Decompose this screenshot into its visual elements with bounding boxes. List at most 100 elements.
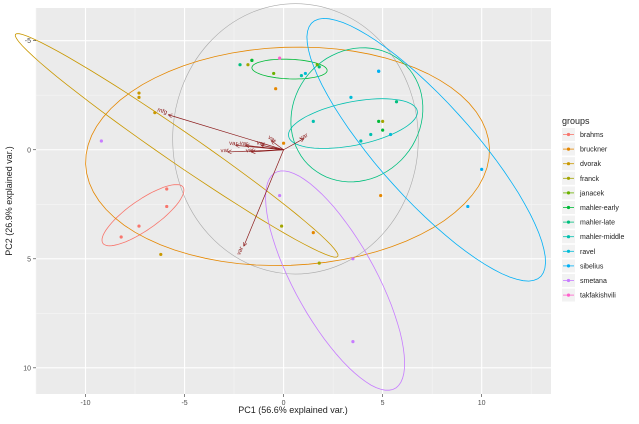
legend-key-point: [566, 249, 571, 253]
point-sibelius: [480, 167, 484, 171]
points-layer: [99, 56, 484, 344]
point-janacek: [272, 71, 276, 76]
point-mahler-middle: [359, 139, 363, 143]
point-dvorak: [153, 111, 157, 115]
loading-label: var: [256, 140, 265, 148]
loading-label: var: [220, 148, 229, 154]
loading-arrow: [252, 149, 284, 152]
legend-label-takfakishvili: takfakishvili: [580, 293, 616, 300]
point-sibelius: [377, 69, 381, 73]
legend-key-point: [566, 205, 571, 210]
point-bruckner: [281, 141, 286, 145]
x-tick-label: -5: [181, 400, 187, 407]
legend-key-point: [566, 176, 571, 180]
legend-key-point: [566, 132, 571, 137]
point-brahms: [119, 235, 123, 239]
point-bruckner: [274, 87, 278, 91]
point-franck: [381, 119, 385, 124]
point-mahler-late: [394, 100, 399, 104]
loading-arrow: [244, 149, 284, 246]
point-franck: [246, 63, 250, 67]
y-tick-label: 5: [27, 256, 31, 263]
point-mahler-middle: [311, 119, 315, 124]
loading-label: mfg: [156, 107, 167, 116]
point-ravel: [303, 71, 307, 76]
loading-label: var: [239, 141, 248, 148]
y-tick-label: 10: [23, 365, 31, 372]
point-dvorak: [137, 91, 141, 95]
legend-label-bruckner: bruckner: [580, 147, 608, 154]
loading-arrow: [283, 139, 304, 151]
ellipse-mahler-early: [251, 58, 328, 80]
point-smetana: [351, 340, 355, 344]
y-tick-label: -5: [25, 38, 31, 45]
ticks-layer: -10 -5 0 5 10 -5 0 5 10: [23, 38, 485, 407]
correlation-circle: [172, 3, 419, 275]
legend-label-mahler-early: mahler-early: [580, 205, 619, 212]
point-smetana: [278, 193, 282, 198]
legend-key-point: [566, 191, 571, 195]
legend-label-mahler-late: mahler-late: [580, 220, 615, 227]
legend-label-mahler-middle: mahler-middle: [580, 234, 624, 241]
ellipse-mahler-middle: [288, 98, 418, 149]
ellipse-bruckner: [85, 46, 490, 266]
legend-key-point: [566, 293, 571, 297]
point-mahler-middle: [299, 74, 304, 78]
point-janacek: [315, 63, 319, 67]
loading-arrow: [262, 145, 284, 151]
loading-label: var: [236, 246, 245, 256]
legend-label-sibelius: sibelius: [580, 263, 604, 270]
legend-key-point: [566, 278, 571, 283]
point-mahler-early: [377, 119, 381, 124]
grid-major: [36, 8, 551, 394]
point-dvorak: [159, 252, 163, 257]
loading-label: var: [299, 133, 309, 142]
loading-arrow: [272, 141, 284, 151]
point-brahms: [137, 224, 141, 228]
x-tick-label: 10: [478, 400, 486, 407]
point-ravel: [349, 95, 353, 100]
legend-label-franck: franck: [580, 176, 600, 183]
panel-background: [36, 8, 551, 394]
grid-minor: [35, 8, 551, 394]
legend-label-janacek: janacek: [579, 190, 605, 197]
point-mahler-early: [250, 58, 254, 62]
point-franck: [280, 224, 284, 228]
ellipse-mahler-late: [290, 47, 424, 183]
ellipse-dvorak: [14, 33, 339, 258]
point-bruckner: [311, 231, 315, 235]
legend-key-point: [566, 162, 571, 166]
legend: groups brahms bruckner dvorak franck janacek…: [562, 116, 624, 302]
point-mahler-early: [381, 128, 385, 132]
y-tick-label: 0: [27, 147, 31, 154]
legend-key-point: [566, 235, 571, 239]
point-brahms: [165, 187, 169, 191]
point-takfakishvili: [278, 56, 282, 60]
point-brahms: [165, 204, 169, 209]
x-tick-label: -10: [80, 400, 90, 407]
y-axis-title: PC2 (26.9% explained var.): [4, 146, 14, 256]
point-bruckner: [379, 193, 383, 198]
loading-label: var: [229, 141, 238, 148]
point-sibelius: [466, 204, 470, 209]
legend-key-point: [566, 220, 571, 224]
x-tick-label: 5: [381, 400, 385, 407]
point-smetana: [99, 139, 103, 143]
point-mahler-late: [317, 65, 321, 69]
legend-label-ravel: ravel: [580, 249, 596, 256]
legend-key-point: [566, 264, 571, 268]
legend-label-smetana: smetana: [580, 278, 607, 285]
legend-label-dvorak: dvorak: [580, 161, 602, 168]
point-smetana: [351, 257, 355, 261]
loading-label: var: [246, 148, 255, 155]
loading-label: var: [266, 135, 276, 145]
point-ravel: [388, 132, 393, 137]
point-mahler-middle: [369, 132, 373, 137]
x-axis-title: PC1 (56.6% explained var.): [238, 405, 348, 415]
point-dvorak: [137, 95, 141, 100]
x-tick-label: 0: [282, 400, 286, 407]
legend-title: groups: [562, 116, 590, 126]
